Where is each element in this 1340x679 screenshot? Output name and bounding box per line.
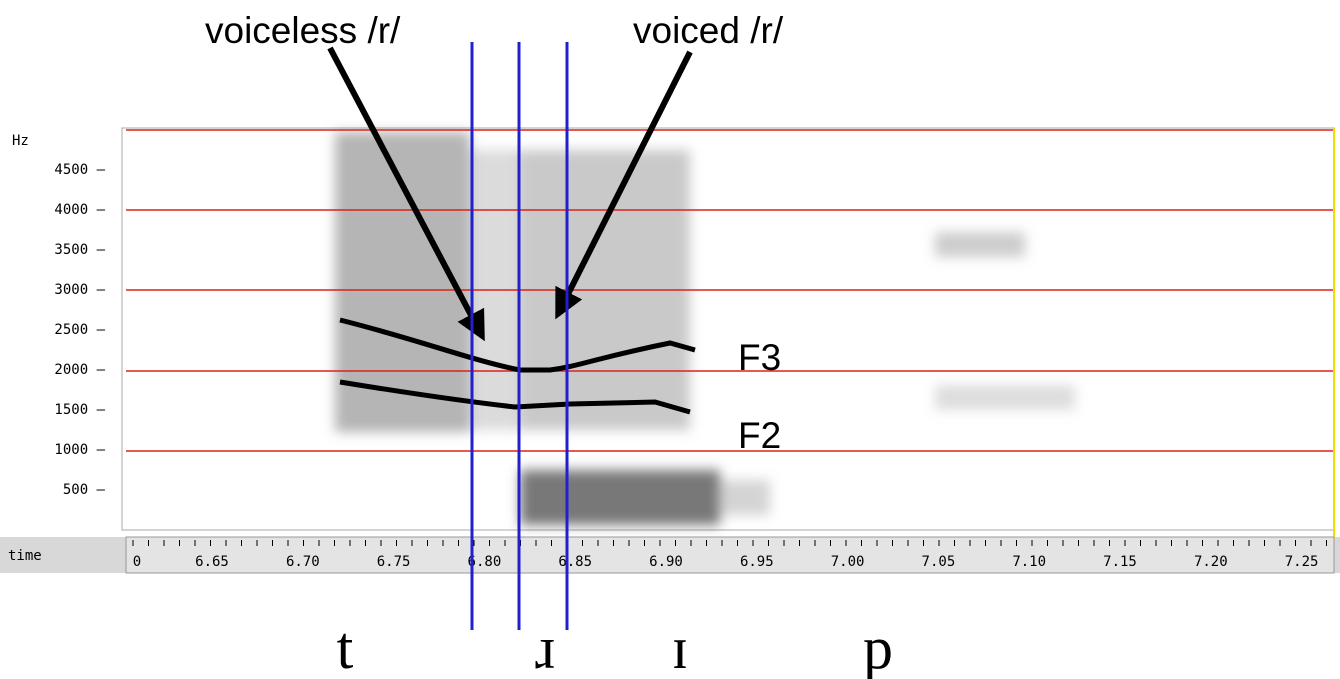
- time-tick-label: 6.95: [740, 554, 774, 570]
- freq-tick-label: 1000 –: [54, 442, 105, 458]
- time-tick-label: 6.70: [286, 554, 320, 570]
- segment-label: p: [863, 615, 893, 679]
- f3-label: F3: [738, 337, 781, 378]
- f2-label: F2: [738, 415, 781, 456]
- freq-tick-label: 4500 –: [54, 162, 105, 178]
- time-tick-label: 7.00: [831, 554, 865, 570]
- freq-tick-label: 3000 –: [54, 282, 105, 298]
- boundaries: [470, 42, 569, 630]
- plot-area: [121, 127, 1335, 531]
- arrow: [555, 50, 693, 320]
- arrow: [327, 46, 485, 342]
- freq-ticks: 4500 – 4000 – 3500 – 3000 – 2500 – 2000 – 1500…: [54, 162, 105, 498]
- freq-tick-label: 3500 –: [54, 242, 105, 258]
- time-tick-label: 6.80: [468, 554, 502, 570]
- time-tick-label: 6.85: [558, 554, 592, 570]
- time-tick-label: 0: [133, 554, 141, 570]
- time-tick-label: 7.05: [922, 554, 956, 570]
- voiced-label: voiced /r/: [633, 10, 784, 51]
- time-tick-label: 6.65: [195, 554, 229, 570]
- time-tick-label: 7.20: [1194, 554, 1228, 570]
- time-tick-label: 7.25: [1285, 554, 1319, 570]
- freq-tick-label: 4000 –: [54, 202, 105, 218]
- f2-track: [339, 379, 691, 415]
- time-tick-label: 7.15: [1103, 554, 1137, 570]
- segment-label: t: [337, 615, 354, 679]
- freq-tick-label: 2000 –: [54, 362, 105, 378]
- segment-label: ɪ: [672, 615, 689, 679]
- freq-unit: Hz: [12, 133, 29, 149]
- time-tick-label: 6.90: [649, 554, 683, 570]
- freq-tick-label: 2500 –: [54, 322, 105, 338]
- freq-tick-label: 500 –: [63, 482, 106, 498]
- segment-label: ɹ: [535, 615, 555, 679]
- time-ticks: 0 6.65 6.70 6.75 6.80 6.85 6.90 6.95 7.00 7.05 7.1…: [132, 540, 1327, 570]
- grid-lines: [126, 129, 1334, 452]
- time-tick-label: 6.75: [377, 554, 411, 570]
- voiceless-label: voiceless /r/: [205, 10, 401, 51]
- time-label: time: [8, 548, 42, 564]
- time-tick-label: 7.10: [1012, 554, 1046, 570]
- freq-tick-label: 1500 –: [54, 402, 105, 418]
- time-ruler: [125, 536, 1335, 574]
